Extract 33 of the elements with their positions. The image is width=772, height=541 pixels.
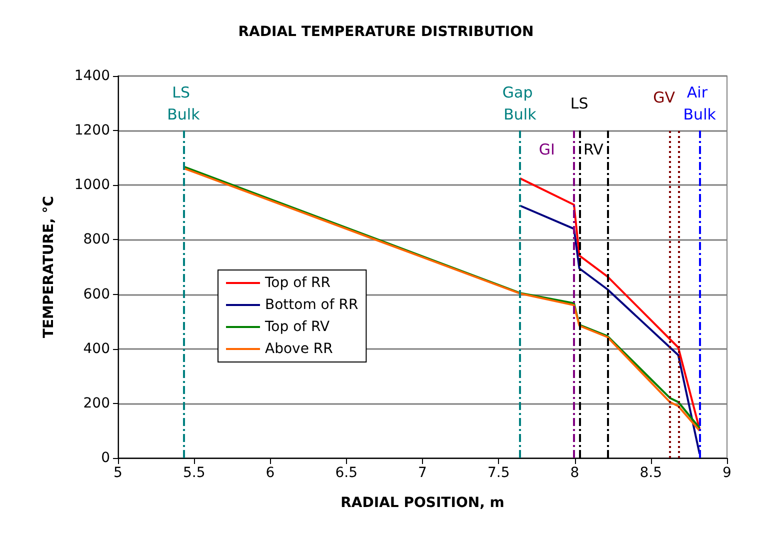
y-tick-label: 1400 xyxy=(74,68,110,84)
y-tick-label: 0 xyxy=(101,450,110,466)
ref-line-label: Air Bulk xyxy=(683,83,716,124)
ref-line-label: Gap Bulk xyxy=(502,83,538,124)
x-tick-label: 6 xyxy=(266,465,275,481)
y-tick-label: 200 xyxy=(83,395,110,412)
ref-line-label: RV xyxy=(583,140,604,159)
x-tick-label: 8 xyxy=(570,465,580,481)
x-tick-label: 5 xyxy=(114,465,122,481)
chart-title: RADIAL TEMPERATURE DISTRIBUTION xyxy=(238,24,534,40)
x-axis-title: RADIAL POSITION, m xyxy=(340,495,504,511)
legend-label: Above RR xyxy=(265,341,334,357)
line-series xyxy=(518,177,701,430)
y-tick-label: 1200 xyxy=(74,122,110,139)
line-series xyxy=(518,204,701,455)
y-axis-title: TEMPERATURE, °C xyxy=(41,196,57,338)
y-tick-label: 600 xyxy=(83,286,110,302)
legend-label: Top of RV xyxy=(264,319,330,335)
legend-label: Top of RR xyxy=(264,275,331,291)
y-tick-label: 1000 xyxy=(74,177,110,194)
ref-line-label: LS xyxy=(570,94,588,112)
x-tick-label: 8.5 xyxy=(640,465,662,481)
legend-label: Bottom of RR xyxy=(265,297,358,313)
ref-line-label: LS Bulk xyxy=(167,83,200,124)
x-tick-label: 9 xyxy=(722,465,732,481)
ref-line-label: GI xyxy=(538,140,555,159)
ref-line-label: GV xyxy=(653,88,676,106)
x-tick-label: 7 xyxy=(418,465,427,481)
x-tick-label: 5.5 xyxy=(182,465,206,481)
y-tick-label: 800 xyxy=(83,232,110,248)
x-tick-label: 7.5 xyxy=(487,465,510,481)
x-tick-label: 6.5 xyxy=(335,465,358,481)
y-tick-label: 400 xyxy=(83,340,110,357)
